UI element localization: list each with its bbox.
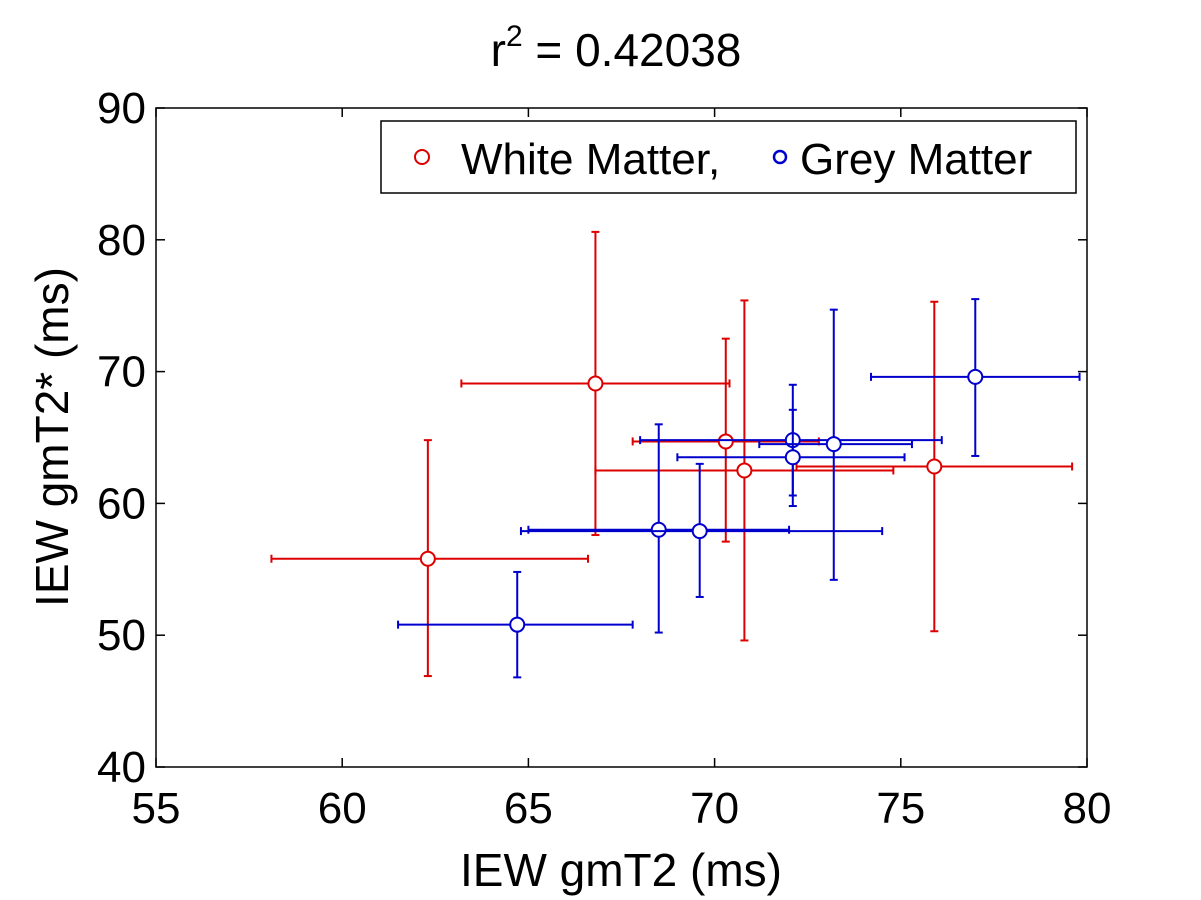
- y-axis-label: IEW gmT2* (ms): [26, 267, 78, 607]
- series-grey-matter: [397, 298, 1081, 679]
- x-tick-label: 70: [690, 784, 739, 833]
- grey-matter-data-point: [509, 616, 526, 633]
- chart-title: r2 = 0.42038: [491, 20, 742, 76]
- legend-white-matter-label: White Matter,: [461, 135, 720, 184]
- white-matter-point-group: [594, 299, 895, 642]
- legend-grey-matter-marker: [772, 149, 788, 165]
- x-tick-label: 65: [504, 784, 553, 833]
- legend: White Matter, Grey Matter: [380, 120, 1077, 194]
- x-axis-label: IEW gmT2 (ms): [460, 844, 782, 896]
- white-matter-data-point: [419, 550, 436, 567]
- grey-matter-data-point: [825, 436, 842, 453]
- grey-matter-point-group: [519, 462, 884, 598]
- white-matter-data-point: [926, 458, 943, 475]
- legend-box: [380, 120, 1077, 194]
- grey-matter-point-group: [639, 383, 943, 497]
- legend-grey-matter-label: Grey Matter: [800, 135, 1032, 184]
- legend-white-matter-marker: [414, 149, 430, 165]
- series-white-matter: [270, 230, 1074, 678]
- grey-matter-data-point: [691, 523, 708, 540]
- white-matter-data-point: [717, 433, 734, 450]
- white-matter-point-group: [460, 230, 731, 537]
- series-layer: [270, 230, 1081, 679]
- x-tick-label: 60: [318, 784, 367, 833]
- grey-matter-data-point: [967, 368, 984, 385]
- legend-grey-matter-clip: Grey Matter: [800, 135, 1032, 184]
- y-tick-label: 70: [97, 348, 146, 397]
- x-tick-label: 75: [876, 784, 925, 833]
- white-matter-data-point: [736, 462, 753, 479]
- grey-matter-data-point: [784, 449, 801, 466]
- grey-matter-point-group: [676, 408, 906, 508]
- grey-matter-data-point: [650, 521, 667, 538]
- y-tick-label: 90: [97, 84, 146, 133]
- x-tick-label: 80: [1063, 784, 1112, 833]
- grey-matter-point-group: [758, 308, 913, 581]
- y-tick-label: 50: [97, 611, 146, 660]
- axis-ticks: 55 60 65 70 75 80 40 50 60 70 80 90: [97, 84, 1111, 833]
- grey-matter-point-group: [870, 298, 1081, 457]
- white-matter-data-point: [587, 375, 604, 392]
- y-tick-label: 40: [97, 743, 146, 792]
- grey-matter-point-group: [397, 570, 634, 679]
- white-matter-point-group: [795, 300, 1074, 633]
- white-matter-point-group: [270, 439, 589, 678]
- x-tick-label: 55: [132, 784, 181, 833]
- grey-matter-point-group: [527, 423, 791, 634]
- y-tick-label: 60: [97, 479, 146, 528]
- plot-frame: [155, 107, 1088, 768]
- y-tick-label: 80: [97, 216, 146, 265]
